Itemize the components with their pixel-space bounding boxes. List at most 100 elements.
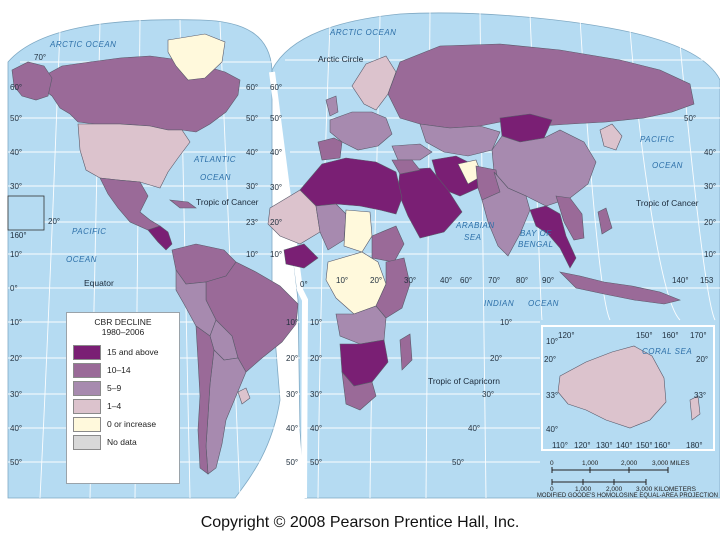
svg-text:50°: 50° bbox=[270, 114, 282, 123]
svg-text:40°: 40° bbox=[440, 276, 452, 285]
svg-text:0°: 0° bbox=[10, 284, 18, 293]
levant bbox=[391, 159, 421, 175]
svg-text:160°: 160° bbox=[662, 331, 679, 340]
copyright-text: Copyright © 2008 Pearson Prentice Hall, … bbox=[200, 514, 520, 531]
svg-text:160°: 160° bbox=[654, 441, 671, 450]
coral-sea-label: CORAL SEA bbox=[642, 347, 692, 356]
north-america bbox=[11, 33, 241, 251]
svg-text:33°: 33° bbox=[694, 391, 706, 400]
svg-text:140°: 140° bbox=[616, 441, 633, 450]
southeast-asia bbox=[529, 205, 577, 269]
cuba bbox=[169, 199, 197, 209]
scale-mile-0: 0 bbox=[550, 460, 554, 467]
svg-text:150°: 150° bbox=[636, 331, 653, 340]
indian-label-2: OCEAN bbox=[528, 299, 559, 308]
svg-text:70°: 70° bbox=[34, 53, 46, 62]
svg-text:40°: 40° bbox=[704, 148, 716, 157]
svg-text:30°: 30° bbox=[482, 390, 494, 399]
greenland bbox=[167, 33, 226, 81]
uruguay bbox=[237, 387, 251, 405]
svg-text:10°: 10° bbox=[246, 250, 258, 259]
scale-km-1000: 1,000 bbox=[575, 486, 592, 493]
svg-text:10°: 10° bbox=[310, 318, 322, 327]
svg-text:10°: 10° bbox=[10, 250, 22, 259]
legend-title-line2: 1980–2006 bbox=[101, 327, 145, 337]
new-zealand bbox=[689, 395, 701, 421]
svg-text:20°: 20° bbox=[48, 217, 60, 226]
svg-text:110°: 110° bbox=[552, 441, 568, 450]
south-africa bbox=[341, 371, 377, 411]
legend-swatch bbox=[73, 398, 101, 414]
degree-labels: 70° 60° 50° 40° 30° 20° 160° 10° 0° 10° … bbox=[10, 53, 716, 467]
legend-item: 0 or increase bbox=[73, 415, 179, 433]
svg-text:50°: 50° bbox=[286, 458, 298, 467]
legend-item: 5–9 bbox=[73, 379, 179, 397]
uk bbox=[325, 95, 339, 117]
svg-text:10°: 10° bbox=[10, 318, 22, 327]
angola-zambia bbox=[335, 305, 387, 345]
svg-text:50°: 50° bbox=[684, 114, 696, 123]
pacific-e-label-2: OCEAN bbox=[652, 161, 683, 170]
svg-text:20°: 20° bbox=[286, 354, 298, 363]
legend-label: 10–14 bbox=[107, 365, 131, 375]
svg-text:33°: 33° bbox=[546, 391, 558, 400]
chile bbox=[195, 325, 215, 475]
svg-text:30°: 30° bbox=[704, 182, 716, 191]
arabian-label-2: SEA bbox=[464, 233, 482, 242]
svg-text:180°: 180° bbox=[686, 441, 703, 450]
svg-text:10°: 10° bbox=[500, 318, 512, 327]
legend-swatch bbox=[73, 362, 101, 378]
legend-item: 15 and above bbox=[73, 343, 179, 361]
svg-text:60°: 60° bbox=[10, 83, 22, 92]
east-africa bbox=[375, 257, 411, 319]
scale-bar: 0 1,000 2,000 3,000 MILES 0 1,000 2,000 … bbox=[546, 458, 720, 504]
africa bbox=[267, 157, 413, 411]
svg-text:30°: 30° bbox=[246, 182, 258, 191]
svg-text:30°: 30° bbox=[286, 390, 298, 399]
svg-text:70°: 70° bbox=[488, 276, 500, 285]
central-america bbox=[147, 225, 173, 251]
svg-text:150°: 150° bbox=[636, 441, 653, 450]
svg-text:40°: 40° bbox=[310, 424, 322, 433]
svg-text:30°: 30° bbox=[10, 390, 22, 399]
legend-label: No data bbox=[107, 437, 137, 447]
svg-text:30°: 30° bbox=[10, 182, 22, 191]
scale-km-3000: 3,000 KILOMETERS bbox=[636, 486, 696, 493]
scale-mile-3000: 3,000 MILES bbox=[652, 460, 690, 467]
scale-km-0: 0 bbox=[550, 486, 554, 493]
australia bbox=[557, 345, 667, 429]
hawaii-inset bbox=[7, 195, 45, 231]
sudan bbox=[343, 209, 373, 253]
scale-km-2000: 2,000 bbox=[606, 486, 623, 493]
arabian-label-1: ARABIAN bbox=[455, 221, 495, 230]
svg-text:50°: 50° bbox=[452, 458, 464, 467]
western-europe bbox=[329, 111, 393, 151]
footer: Copyright © 2008 Pearson Prentice Hall, … bbox=[0, 505, 720, 540]
svg-text:40°: 40° bbox=[246, 148, 258, 157]
svg-text:20°: 20° bbox=[704, 218, 716, 227]
scale-mile-2000: 2,000 bbox=[621, 460, 638, 467]
legend-label: 1–4 bbox=[107, 401, 122, 411]
eurasia bbox=[317, 43, 695, 305]
legend: CBR DECLINE 1980–2006 15 and above 10–14… bbox=[66, 312, 180, 484]
svg-text:30°: 30° bbox=[310, 390, 322, 399]
legend-title-line1: CBR DECLINE bbox=[94, 317, 152, 327]
svg-text:0°: 0° bbox=[300, 280, 308, 289]
madagascar bbox=[399, 333, 413, 371]
indochina bbox=[555, 195, 585, 241]
svg-text:140°: 140° bbox=[672, 276, 689, 285]
svg-text:10°: 10° bbox=[286, 318, 298, 327]
legend-label: 5–9 bbox=[107, 383, 122, 393]
india bbox=[481, 171, 531, 257]
svg-text:50°: 50° bbox=[310, 458, 322, 467]
svg-text:60°: 60° bbox=[246, 83, 258, 92]
mexico bbox=[99, 177, 161, 231]
svg-text:30°: 30° bbox=[270, 183, 282, 192]
atlantic-label-1: ATLANTIC bbox=[193, 155, 236, 164]
alaska bbox=[11, 61, 53, 101]
svg-text:60°: 60° bbox=[270, 83, 282, 92]
arctic-circle-label: Arctic Circle bbox=[318, 54, 364, 64]
tropic-capricorn-label: Tropic of Capricorn bbox=[428, 376, 500, 386]
svg-text:50°: 50° bbox=[10, 114, 22, 123]
iberia bbox=[317, 137, 343, 161]
